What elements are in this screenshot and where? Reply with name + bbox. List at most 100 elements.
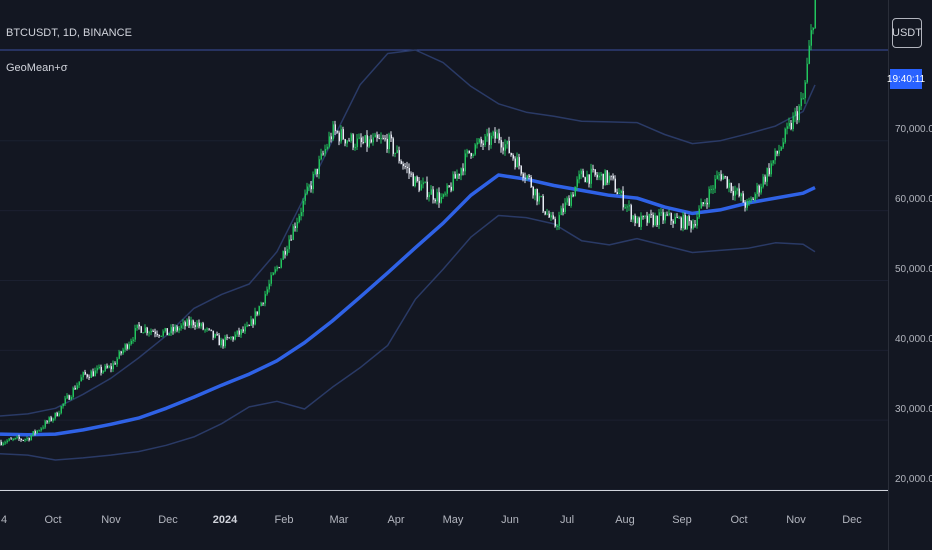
candle-body bbox=[336, 131, 338, 133]
candle-body bbox=[812, 28, 814, 31]
currency-button[interactable]: USDT bbox=[892, 18, 922, 48]
candle-body bbox=[694, 223, 696, 226]
time-tick: May bbox=[442, 514, 464, 526]
candle-body bbox=[488, 133, 490, 145]
candle-body bbox=[686, 216, 688, 229]
candle-body bbox=[412, 173, 414, 187]
candle-body bbox=[278, 267, 280, 269]
candle-body bbox=[586, 174, 588, 183]
candle-body bbox=[210, 329, 212, 331]
candle-body bbox=[46, 421, 48, 423]
candle-body bbox=[110, 366, 112, 370]
candle-body bbox=[728, 182, 730, 188]
candle-body bbox=[428, 194, 430, 198]
candle-body bbox=[12, 438, 14, 440]
candle-body bbox=[298, 216, 300, 222]
geomean-line bbox=[0, 173, 816, 437]
indicator-legend[interactable]: GeoMean+σ bbox=[6, 62, 68, 74]
candle-body bbox=[698, 208, 700, 218]
candle-body bbox=[714, 178, 716, 189]
candle-body bbox=[158, 335, 160, 337]
candle-body bbox=[522, 173, 524, 178]
candle-body bbox=[176, 326, 178, 331]
candle-body bbox=[334, 124, 336, 132]
candle-body bbox=[406, 166, 408, 168]
candle-body bbox=[776, 150, 778, 154]
candle-body bbox=[208, 328, 210, 330]
candle-body bbox=[366, 135, 368, 147]
candle-body bbox=[484, 136, 486, 145]
candle-body bbox=[134, 328, 136, 340]
candle-body bbox=[656, 215, 658, 225]
candle-body bbox=[680, 217, 682, 229]
candle-body bbox=[42, 427, 44, 429]
candle-body bbox=[436, 192, 438, 202]
candle-body bbox=[764, 176, 766, 182]
candle-body bbox=[528, 175, 530, 178]
candle-body bbox=[126, 344, 128, 349]
candle-body bbox=[264, 294, 266, 304]
candle-body bbox=[84, 372, 86, 375]
candle-body bbox=[760, 186, 762, 193]
candle-body bbox=[440, 197, 442, 203]
candle-body bbox=[786, 126, 788, 129]
candle-body bbox=[462, 168, 464, 172]
candle-body bbox=[192, 320, 194, 326]
candle-body bbox=[512, 155, 514, 159]
candle-body bbox=[604, 170, 606, 186]
candle-body bbox=[456, 173, 458, 179]
candle-body bbox=[560, 208, 562, 216]
candle-body bbox=[8, 438, 10, 441]
candle-body bbox=[426, 181, 428, 198]
candle-body bbox=[444, 193, 446, 195]
candle-body bbox=[514, 158, 516, 168]
candle-body bbox=[674, 217, 676, 224]
candle-body bbox=[246, 324, 248, 327]
candle-body bbox=[510, 153, 512, 156]
candle-body bbox=[722, 176, 724, 180]
candle-body bbox=[530, 177, 532, 187]
candle-body bbox=[770, 163, 772, 175]
candle-body bbox=[738, 188, 740, 197]
candle-body bbox=[734, 190, 736, 196]
candle-body bbox=[450, 186, 452, 191]
candle-body bbox=[44, 421, 46, 428]
candle-body bbox=[370, 139, 372, 143]
candle-body bbox=[498, 133, 500, 141]
candle-body bbox=[696, 217, 698, 226]
candle-body bbox=[152, 330, 154, 332]
candle-body bbox=[596, 174, 598, 178]
candle-body bbox=[610, 175, 612, 177]
candle-body bbox=[660, 212, 662, 214]
candle-body bbox=[64, 398, 66, 404]
candle-body bbox=[356, 138, 358, 148]
candle-body bbox=[66, 395, 68, 399]
candle-body bbox=[650, 213, 652, 215]
candle-body bbox=[244, 326, 246, 332]
candle-body bbox=[56, 412, 58, 417]
candle-body bbox=[506, 140, 508, 145]
candle-body bbox=[6, 440, 8, 443]
candle-body bbox=[18, 436, 20, 439]
candle-body bbox=[438, 192, 440, 203]
candle-body bbox=[620, 190, 622, 193]
candle-body bbox=[106, 365, 108, 368]
price-tick: 50,000.00 bbox=[895, 264, 932, 275]
candle-body bbox=[736, 188, 738, 191]
candle-body bbox=[536, 189, 538, 202]
candle-body bbox=[302, 200, 304, 213]
symbol-legend[interactable]: BTCUSDT, 1D, BINANCE bbox=[6, 27, 132, 39]
candle-body bbox=[644, 215, 646, 217]
candle-body bbox=[802, 98, 804, 100]
candle-body bbox=[774, 150, 776, 161]
candle-body bbox=[716, 175, 718, 179]
time-tick: Nov bbox=[101, 514, 121, 526]
candle-body bbox=[156, 333, 158, 336]
candle-body bbox=[242, 329, 244, 332]
candle-body bbox=[216, 334, 218, 336]
candle-body bbox=[542, 196, 544, 212]
candle-body bbox=[120, 351, 122, 354]
candle-body bbox=[300, 212, 302, 217]
candle-body bbox=[166, 328, 168, 336]
